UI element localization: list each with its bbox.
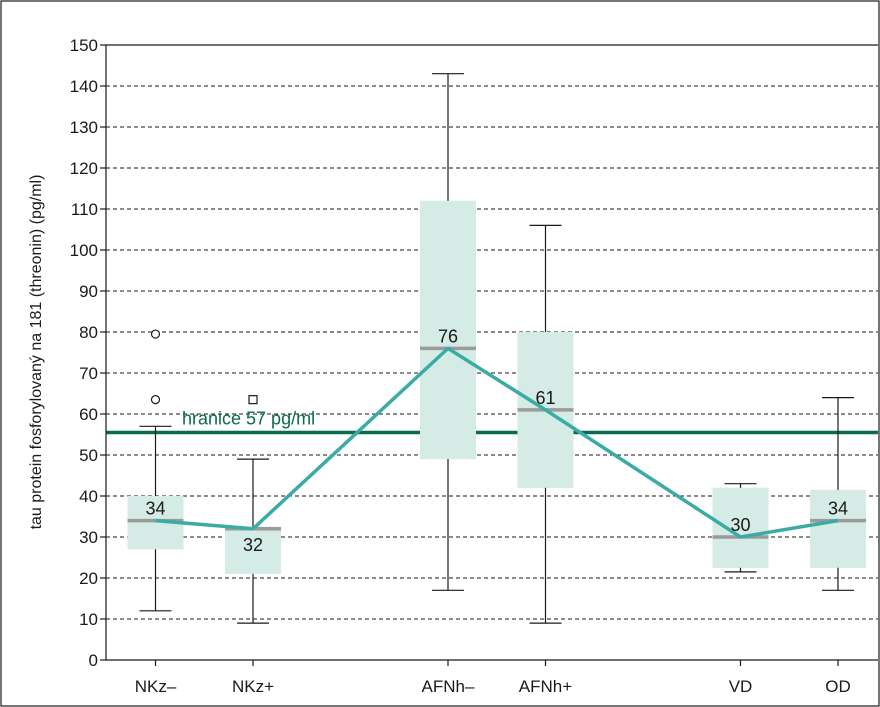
box-nkz bbox=[225, 458, 281, 624]
y-tick-label: 30 bbox=[79, 528, 98, 547]
y-tick-label: 90 bbox=[79, 282, 98, 301]
box-od bbox=[810, 397, 866, 591]
box-body-overlay bbox=[712, 487, 769, 568]
y-tick-label: 150 bbox=[70, 36, 98, 55]
x-category-label: NKz+ bbox=[232, 677, 274, 696]
median-labels-layer: 34 32 76 61 30 34 bbox=[145, 326, 848, 554]
axes-layer bbox=[105, 44, 878, 661]
x-category-label: AFNh+ bbox=[519, 677, 572, 696]
y-tick-label: 60 bbox=[79, 405, 98, 424]
box-body-overlay bbox=[810, 489, 866, 568]
y-tick-labels: 0 10 20 30 40 50 60 70 80 90 100 110 120 130 140 150 bbox=[70, 36, 98, 670]
boxes-layer bbox=[127, 73, 866, 624]
y-tick-label: 10 bbox=[79, 610, 98, 629]
threshold-layer: hranice 57 pg/ml bbox=[106, 408, 878, 435]
median-value-label: 76 bbox=[438, 326, 458, 346]
y-tick-label: 20 bbox=[79, 569, 98, 588]
outlier-square bbox=[248, 395, 258, 405]
outlier-circle bbox=[150, 395, 161, 405]
y-tick-label: 100 bbox=[70, 241, 98, 260]
median-value-label: 34 bbox=[828, 499, 848, 519]
threshold-label: hranice 57 pg/ml bbox=[182, 408, 315, 428]
box-body-overlay bbox=[420, 200, 476, 460]
x-category-labels: NKz– NKz+ AFNh– AFNh+ VD OD bbox=[135, 660, 851, 696]
y-tick-label: 110 bbox=[71, 200, 98, 219]
y-tick-label: 130 bbox=[70, 118, 98, 137]
y-axis-label: tau protein fosforylovaný na 181 (threon… bbox=[28, 175, 45, 530]
x-category-label: AFNh– bbox=[422, 677, 475, 696]
outlier-circle bbox=[150, 329, 161, 339]
box-vd bbox=[712, 483, 769, 573]
box-afnh bbox=[420, 73, 476, 591]
y-tick-label: 0 bbox=[89, 651, 98, 670]
y-tick-label: 70 bbox=[79, 364, 98, 383]
x-category-label: NKz– bbox=[135, 677, 177, 696]
y-tick-label: 50 bbox=[79, 446, 98, 465]
outliers-layer bbox=[150, 329, 258, 405]
y-tick-label: 80 bbox=[79, 323, 98, 342]
median-value-label: 61 bbox=[535, 388, 555, 408]
box-body-overlay bbox=[225, 526, 281, 574]
median-connector-line bbox=[155, 346, 839, 539]
y-tick-label: 120 bbox=[70, 159, 98, 178]
x-category-label: VD bbox=[729, 677, 753, 696]
y-tick-label: 40 bbox=[79, 487, 98, 506]
x-category-label: OD bbox=[825, 677, 851, 696]
median-value-label: 34 bbox=[145, 499, 165, 519]
median-value-label: 32 bbox=[243, 535, 263, 555]
median-value-label: 30 bbox=[730, 515, 750, 535]
y-tick-label: 140 bbox=[70, 77, 98, 96]
